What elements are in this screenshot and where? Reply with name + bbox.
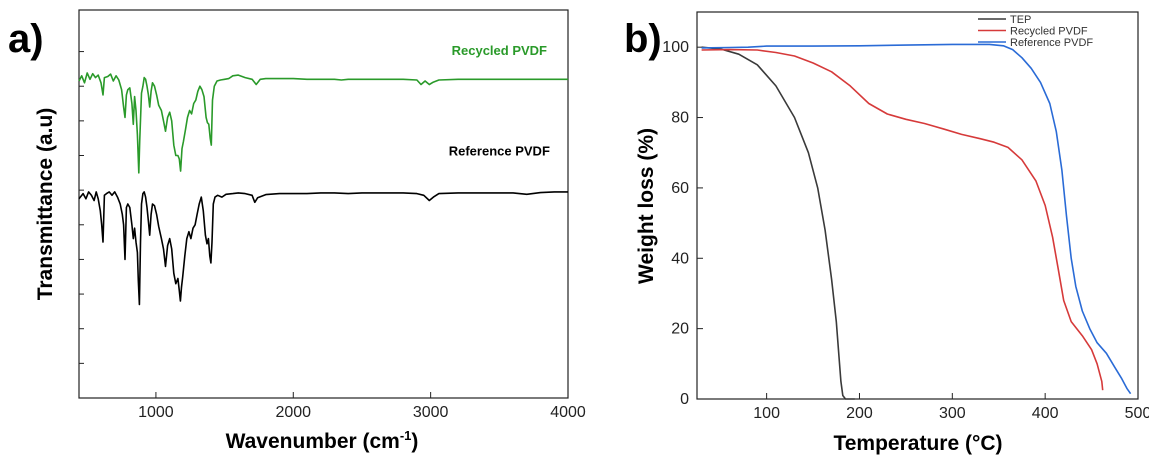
panel-a-x-axis-title-superscript: -1 [400, 428, 412, 443]
a-x-tick-label: 2000 [275, 404, 311, 421]
panel-b-plot-frame [696, 11, 1139, 400]
b-x-tick-label: 400 [1032, 405, 1059, 422]
panel-a-y-ticks [79, 51, 84, 364]
b-series-line-reference-pvdf [701, 43, 1132, 395]
a-series-line-reference-pvdf [78, 191, 568, 306]
b-series-line-recycled-pvdf [701, 48, 1104, 391]
b-y-tick-label: 40 [671, 250, 689, 267]
b-y-tick-label: 0 [680, 391, 689, 408]
panel-b-x-axis-title: Temperature (°C) [833, 432, 1002, 455]
panel-a-plot-frame [78, 9, 569, 399]
panel-a-series [78, 72, 568, 306]
panel-a: a) 1000 2000 3000 4000 Recycled PVDF Referen… [8, 9, 586, 453]
panel-b-legend-label: Reference PVDF [1010, 37, 1093, 49]
b-y-tick-label: 80 [671, 110, 689, 127]
a-x-tick-label: 3000 [413, 404, 449, 421]
b-x-tick-label: 100 [753, 405, 780, 422]
panel-b-x-ticks: 100 200 300 400 500 [753, 393, 1149, 422]
panel-b-legend-label: Recycled PVDF [1010, 26, 1088, 38]
panel-b-series [701, 43, 1132, 400]
panel-b-letter: b) [624, 17, 662, 61]
b-x-tick-label: 300 [939, 405, 966, 422]
panel-a-x-axis-title-text: Wavenumber (cm [226, 430, 400, 453]
panel-b-y-ticks: 0 20 40 60 80 100 [662, 39, 703, 408]
panel-a-y-axis-title: Transmittance (a.u) [34, 108, 57, 301]
panel-a-letter: a) [8, 17, 44, 61]
b-x-tick-label: 200 [846, 405, 873, 422]
panel-a-series-label: Recycled PVDF [452, 43, 547, 58]
panel-a-series-label: Reference PVDF [449, 144, 550, 159]
b-y-tick-label: 20 [671, 321, 689, 338]
panel-b-y-axis-title: Weight loss (%) [635, 128, 658, 284]
b-y-tick-label: 100 [662, 39, 689, 56]
b-y-tick-label: 60 [671, 180, 689, 197]
panel-b-legend-label: TEP [1010, 14, 1031, 26]
panel-a-x-ticks: 1000 2000 3000 4000 [138, 392, 586, 421]
panel-a-series-labels: Recycled PVDF Reference PVDF [449, 43, 550, 158]
panel-a-x-axis-title-suffix: ) [411, 430, 418, 453]
a-x-tick-label: 1000 [138, 404, 174, 421]
a-x-tick-label: 4000 [550, 404, 586, 421]
b-series-line-tep [701, 46, 855, 400]
panel-a-x-axis-title: Wavenumber (cm-1) [226, 428, 419, 453]
panel-b: b) 0 20 40 60 80 100 100 200 300 400 500 TEPRecyc… [624, 11, 1149, 455]
b-x-tick-label: 500 [1125, 405, 1149, 422]
a-series-line-recycled-pvdf [78, 72, 568, 174]
